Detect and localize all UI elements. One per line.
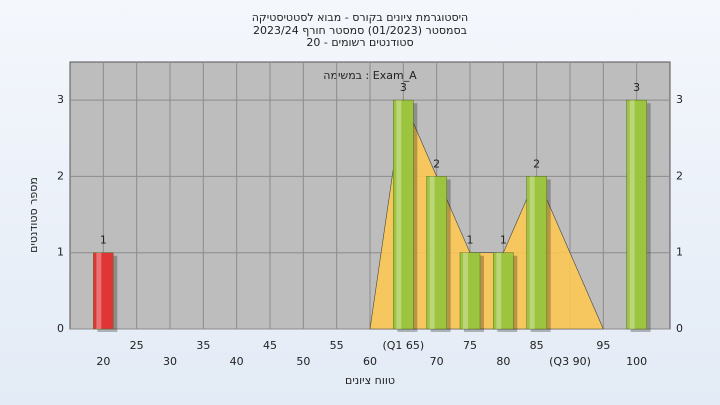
x-tick-label: 75	[463, 339, 477, 352]
chart-subtitle: סטודנטים רשומים - 20	[306, 36, 413, 49]
bar-label: 1	[467, 234, 474, 247]
y2-tick-label: 3	[676, 93, 683, 106]
bar-label: 2	[433, 157, 440, 170]
x-tick-label: 70	[430, 355, 444, 368]
bar-label: 1	[500, 234, 507, 247]
bar	[426, 176, 447, 330]
y2-tick-label: 2	[676, 169, 683, 182]
bar-highlight	[463, 252, 468, 329]
bar	[493, 252, 514, 330]
x-tick-label: 55	[330, 339, 344, 352]
bar-highlight	[496, 252, 502, 329]
y-tick-label: 1	[57, 246, 64, 259]
y2-tick-label: 0	[676, 322, 683, 335]
x-axis-label: טווח ציונים	[345, 374, 395, 387]
x-tick-label: 25	[130, 339, 144, 352]
x-tick-label: 95	[596, 339, 610, 352]
bar-highlight	[529, 176, 535, 329]
x-tick-label: 80	[496, 355, 510, 368]
chart-title: היסטוגרמת ציונים בקורס - מבוא לסטטיסטיקה	[252, 11, 468, 24]
x-tick-label: 35	[196, 339, 210, 352]
x-tick-label: 45	[263, 339, 277, 352]
bar	[393, 99, 414, 330]
chart-subtitle: בסמסטר (01/2023) סמסטר חורף 2023/24	[253, 24, 467, 37]
bar	[626, 99, 647, 330]
x-tick-label: 20	[96, 355, 110, 368]
bar-label: 3	[400, 81, 407, 94]
x-tick-label: 30	[163, 355, 177, 368]
x-tick-label: 100	[626, 355, 647, 368]
bar	[526, 176, 547, 330]
x-tick-label: (Q1 65)	[382, 339, 424, 352]
y-tick-label: 0	[57, 322, 64, 335]
y-tick-label: 2	[57, 169, 64, 182]
x-tick-label: 40	[230, 355, 244, 368]
bar-label: 2	[533, 157, 540, 170]
x-tick-label: 50	[296, 355, 310, 368]
bar-highlight	[96, 252, 102, 329]
bar	[459, 252, 481, 330]
x-tick-label: (Q3 90)	[549, 355, 591, 368]
bar-highlight	[429, 176, 435, 329]
y2-tick-label: 1	[676, 246, 683, 259]
bar-label: 3	[633, 81, 640, 94]
x-tick-label: 85	[530, 339, 544, 352]
x-tick-label: 60	[363, 355, 377, 368]
bar-highlight	[396, 100, 402, 330]
bar-label: 1	[100, 234, 107, 247]
y-axis-label: מספר סטודנטים	[27, 177, 40, 253]
bar-highlight	[629, 100, 635, 330]
y-tick-label: 3	[57, 93, 64, 106]
bar	[93, 252, 114, 330]
